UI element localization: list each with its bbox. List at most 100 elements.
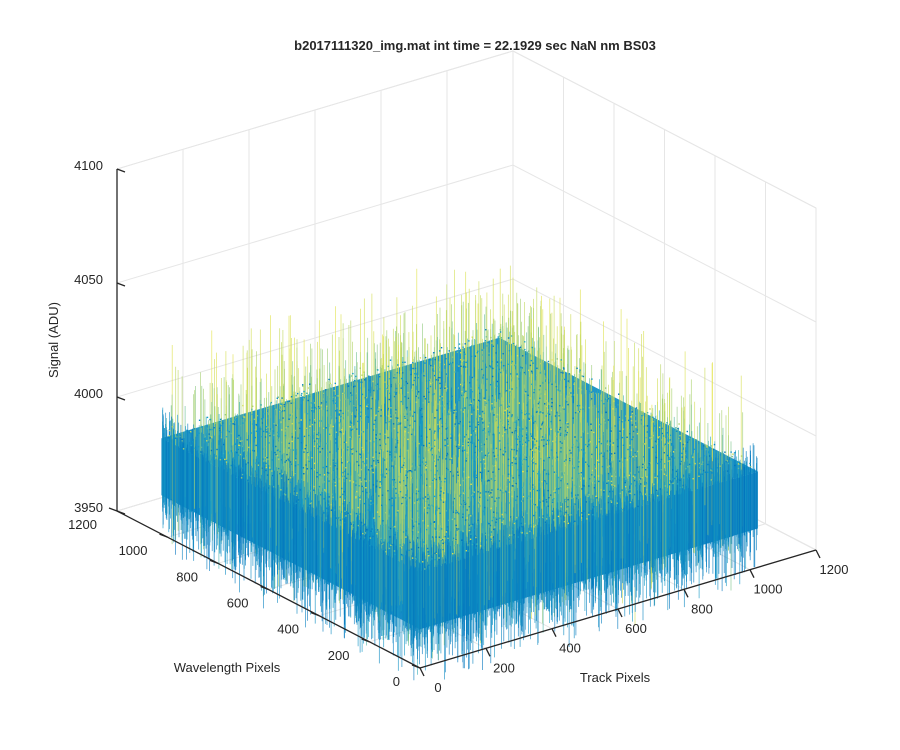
surface-speckle [534,504,536,506]
surface-speckle [441,498,444,500]
surface-speckle [607,495,610,497]
surface-speckle [574,436,576,438]
surface-speckle [238,434,240,437]
surface-speckle [517,433,519,435]
surface-speckle [521,443,523,446]
surface-speckle [425,464,427,467]
surface-speckle [604,422,607,424]
surface-speckle [314,402,316,404]
surface-speckle [388,544,390,546]
surface-speckle [348,501,351,504]
surface-speckle [587,496,590,499]
surface-speckle [504,490,507,492]
surface-speckle [556,456,559,458]
surface-speckle [428,554,430,557]
surface-speckle [295,459,297,461]
surface-speckle [555,441,558,443]
surface-speckle [402,531,405,533]
surface-speckle [564,430,567,432]
surface-speckle [372,471,374,474]
surface-speckle [285,459,288,462]
surface-speckle [280,489,282,491]
surface-speckle [637,489,639,491]
surface-speckle [674,477,676,480]
surface-speckle [295,458,297,460]
surface-speckle [458,545,461,547]
surface-speckle [319,451,321,453]
surface-speckle [326,500,329,502]
surface-speckle [625,488,628,491]
surface-speckle [490,365,492,368]
surface-speckle [588,493,590,496]
surface-speckle [510,516,512,518]
surface-speckle [355,375,357,378]
surface-speckle [278,409,281,411]
surface-speckle [600,442,603,445]
surface-speckle [383,433,386,435]
surface-speckle [415,558,417,560]
surface-speckle [740,455,743,457]
surface-speckle [581,515,584,517]
surface-speckle [469,540,472,543]
surface-speckle [542,382,544,384]
surface-speckle [614,425,616,427]
surface-speckle [386,458,389,460]
surface-speckle [360,419,362,421]
surface-speckle [479,400,481,402]
surface-speckle [424,507,426,509]
surface-speckle [387,515,390,517]
surface-speckle [566,401,568,403]
surface-speckle [545,474,547,476]
surface-speckle [643,456,645,458]
surface-speckle [464,407,466,409]
surface-speckle [317,447,319,450]
surface-speckle [541,447,544,450]
surface-speckle [309,419,311,421]
surface-speckle [354,415,356,417]
surface-speckle [279,472,281,475]
surface-speckle [477,439,479,441]
surface-speckle [540,438,542,440]
surface-speckle [269,435,271,437]
surface-speckle [428,446,431,449]
surface-speckle [425,500,427,502]
surface-speckle [528,495,530,497]
surface-speckle [550,449,553,451]
surface-speckle [521,412,523,414]
surface-speckle [511,529,513,531]
z-gridline [116,50,817,209]
surface-speckle [562,372,564,374]
surface-speckle [575,494,577,496]
surface-speckle [478,399,480,402]
surface-speckle [598,480,600,483]
surface-speckle [329,382,331,385]
surface-speckle [298,408,300,410]
surface-speckle [634,476,636,479]
surface-speckle [596,497,598,499]
surface-speckle [433,460,435,462]
surface-speckle [171,426,174,428]
surface-speckle [502,400,504,403]
surface-speckle [262,458,264,460]
surface-speckle [431,537,433,540]
surface-speckle [666,432,668,434]
surface-speckle [507,535,510,538]
surface-speckle [355,480,357,482]
surface-speckle [299,489,301,491]
surface-speckle [567,426,569,428]
surface-speckle [313,430,315,433]
surface-speckle [523,439,526,441]
surface-speckle [665,474,668,477]
surface-speckle [517,438,519,440]
surface-speckle [364,535,366,537]
surface-speckle [426,478,428,480]
surface-speckle [339,431,341,433]
surface-speckle [431,558,433,560]
surface-speckle [352,372,354,375]
surface-speckle [515,387,518,389]
surface-speckle [593,487,595,489]
surface-speckle [408,483,411,486]
surface-speckle [477,350,479,352]
surface-speckle [306,452,309,454]
